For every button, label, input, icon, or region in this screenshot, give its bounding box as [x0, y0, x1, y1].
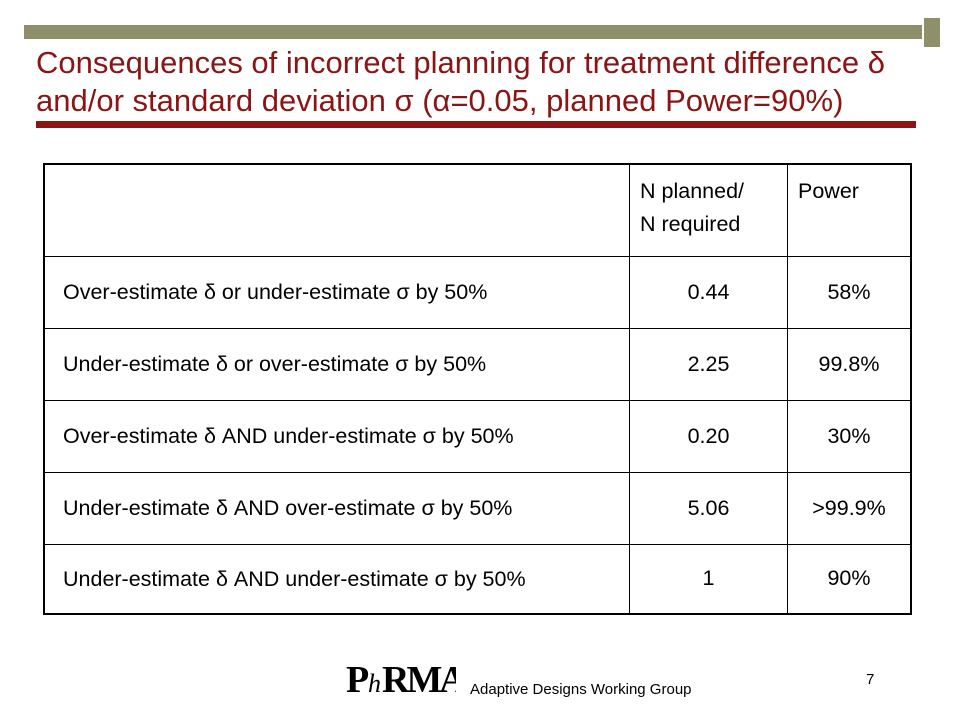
row-power: 99.8%	[787, 327, 912, 401]
row-power: 58%	[787, 255, 912, 329]
row-ratio: 2.25	[629, 327, 788, 401]
footer-group-name: Adaptive Designs Working Group	[470, 681, 692, 698]
row-label: Over-estimate δ or under-estimate σ by 5…	[43, 255, 630, 329]
table-header-row: N planned/ N required Power	[43, 163, 912, 257]
row-ratio: 0.44	[629, 255, 788, 329]
slide-title: Consequences of incorrect planning for t…	[36, 45, 886, 118]
phrma-logo-mark: P h RMA	[346, 659, 470, 701]
top-accent-bar	[24, 25, 922, 39]
consequences-table: N planned/ N required Power Over-estimat…	[43, 163, 912, 615]
row-power: 30%	[787, 399, 912, 473]
table-row: Under-estimate δ or over-estimate σ by 5…	[43, 327, 912, 401]
top-accent-square	[924, 18, 940, 47]
row-ratio: 5.06	[629, 471, 788, 545]
page-number: 7	[866, 671, 875, 688]
svg-text:h: h	[368, 669, 381, 698]
row-label: Under-estimate δ AND over-estimate σ by …	[43, 471, 630, 545]
header-n-required: N required	[640, 212, 741, 236]
title-underline	[36, 121, 916, 128]
row-label: Under-estimate δ AND under-estimate σ by…	[43, 543, 630, 615]
table-row: Under-estimate δ AND over-estimate σ by …	[43, 471, 912, 545]
row-label: Under-estimate δ or over-estimate σ by 5…	[43, 327, 630, 401]
header-n-ratio: N planned/ N required	[629, 163, 788, 257]
table-row: Under-estimate δ AND under-estimate σ by…	[43, 543, 912, 615]
table-row: Over-estimate δ AND under-estimate σ by …	[43, 399, 912, 473]
header-empty-cell	[43, 163, 630, 257]
svg-text:P: P	[346, 660, 369, 698]
header-power: Power	[787, 163, 912, 257]
header-n-planned: N planned/	[640, 179, 744, 203]
row-power: 90%	[787, 543, 912, 615]
phrma-logo: P h RMA	[346, 659, 470, 703]
svg-text:RMA: RMA	[382, 660, 456, 698]
row-power: >99.9%	[787, 471, 912, 545]
row-label: Over-estimate δ AND under-estimate σ by …	[43, 399, 630, 473]
table-row: Over-estimate δ or under-estimate σ by 5…	[43, 255, 912, 329]
row-ratio: 1	[629, 543, 788, 615]
row-ratio: 0.20	[629, 399, 788, 473]
